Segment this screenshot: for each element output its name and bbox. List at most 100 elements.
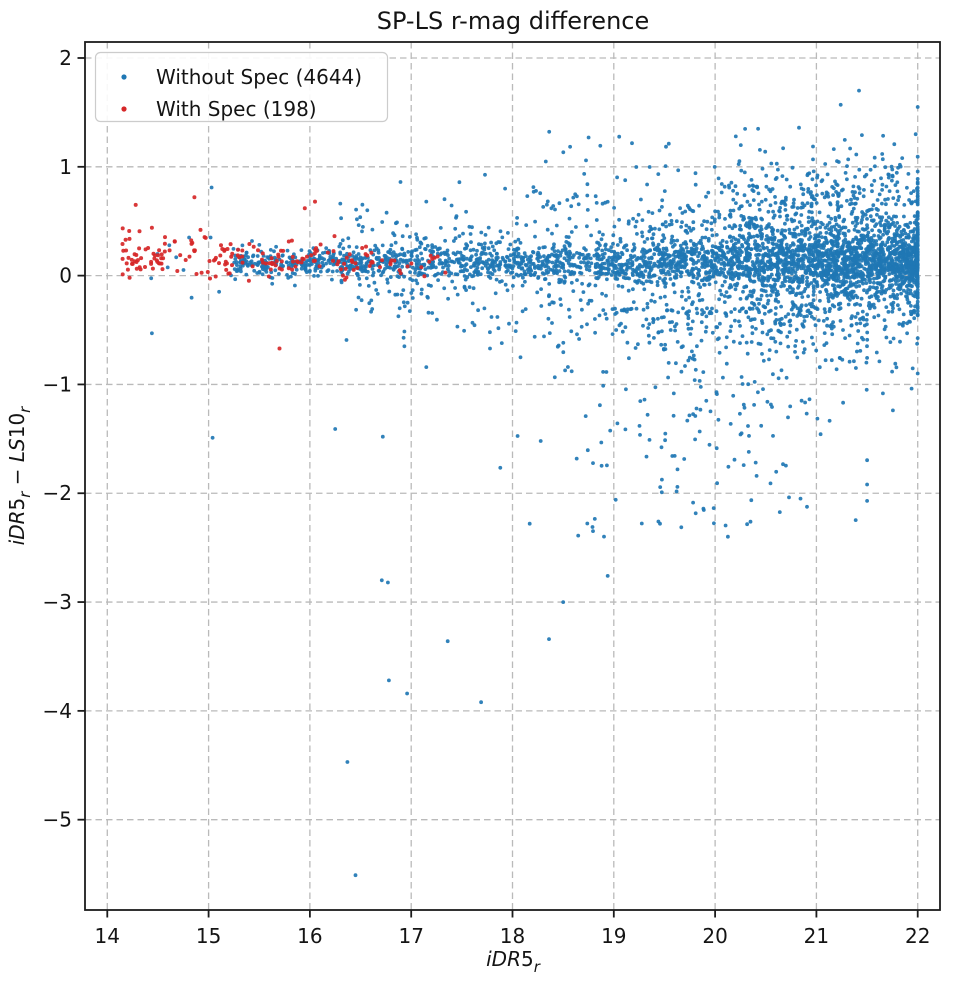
data-point <box>848 290 853 295</box>
data-point <box>853 175 857 179</box>
data-point <box>763 149 768 154</box>
data-point <box>784 214 789 218</box>
data-point <box>753 239 758 244</box>
data-point <box>888 223 893 227</box>
data-point <box>864 318 869 322</box>
data-point <box>354 307 358 312</box>
data-point <box>760 217 764 222</box>
data-point <box>208 276 212 281</box>
data-point <box>865 458 869 463</box>
data-point <box>883 243 888 248</box>
data-point <box>545 260 549 265</box>
data-point <box>650 292 655 297</box>
data-point <box>895 180 900 185</box>
data-point <box>361 225 365 229</box>
data-point <box>669 237 674 242</box>
data-point <box>747 184 752 188</box>
data-point <box>850 209 855 214</box>
data-point <box>798 182 803 187</box>
data-point <box>806 227 810 231</box>
data-point <box>872 155 877 160</box>
data-point <box>915 292 920 297</box>
data-point <box>151 251 156 256</box>
data-point <box>414 278 418 283</box>
data-point <box>733 246 738 250</box>
data-point <box>714 446 719 451</box>
data-point <box>714 233 719 237</box>
data-point <box>550 260 555 265</box>
data-point <box>786 415 790 420</box>
data-point <box>716 209 720 214</box>
data-point <box>884 184 889 189</box>
data-point <box>754 253 758 257</box>
data-point <box>761 304 766 308</box>
data-point <box>843 274 847 279</box>
data-point <box>773 312 778 316</box>
data-point <box>757 244 762 248</box>
data-point <box>869 183 874 188</box>
data-point <box>513 254 518 259</box>
data-point <box>587 268 592 273</box>
data-point <box>229 254 234 259</box>
data-point <box>251 244 256 249</box>
data-point <box>665 308 669 313</box>
data-point <box>811 157 815 162</box>
data-point <box>851 206 856 211</box>
data-point <box>693 437 697 442</box>
data-point <box>468 232 473 236</box>
data-point <box>825 273 830 277</box>
data-point <box>627 261 632 265</box>
data-point <box>645 412 650 417</box>
data-point <box>756 191 761 196</box>
data-point <box>905 185 909 190</box>
data-point <box>755 233 759 238</box>
data-point <box>730 267 734 271</box>
data-point <box>716 260 721 264</box>
data-point <box>385 280 390 285</box>
data-point <box>782 283 786 288</box>
data-point <box>379 273 383 278</box>
data-point <box>644 279 649 284</box>
data-point <box>251 254 255 259</box>
data-point <box>864 281 869 285</box>
data-point <box>884 335 889 340</box>
data-point <box>652 252 657 257</box>
data-point <box>682 457 687 461</box>
data-point <box>788 318 793 323</box>
data-point <box>855 272 860 277</box>
data-point <box>685 203 690 208</box>
data-point <box>761 253 765 257</box>
data-point <box>862 174 867 179</box>
data-point <box>511 247 516 252</box>
tick-marks <box>77 57 919 918</box>
data-point <box>867 252 872 256</box>
data-point <box>409 291 414 295</box>
data-point <box>464 262 469 267</box>
data-point <box>858 303 863 307</box>
data-point <box>133 202 138 207</box>
data-point <box>556 256 560 261</box>
data-point <box>768 189 773 194</box>
data-point <box>370 260 375 265</box>
data-point <box>579 271 584 276</box>
data-point <box>520 283 525 288</box>
data-point <box>612 206 616 210</box>
data-point <box>426 310 431 315</box>
data-point <box>691 226 696 231</box>
data-point <box>686 322 690 327</box>
data-point <box>787 495 791 500</box>
data-point <box>516 246 521 251</box>
data-point <box>369 298 374 303</box>
data-point <box>812 197 817 202</box>
data-point <box>723 255 727 260</box>
data-point <box>192 249 197 254</box>
data-point <box>678 270 683 275</box>
data-point <box>543 277 547 282</box>
data-point <box>559 303 563 307</box>
data-point <box>853 518 858 522</box>
data-point <box>915 309 920 314</box>
data-point <box>331 258 335 263</box>
data-point <box>738 341 742 345</box>
data-point <box>835 203 840 207</box>
data-point <box>339 267 343 272</box>
